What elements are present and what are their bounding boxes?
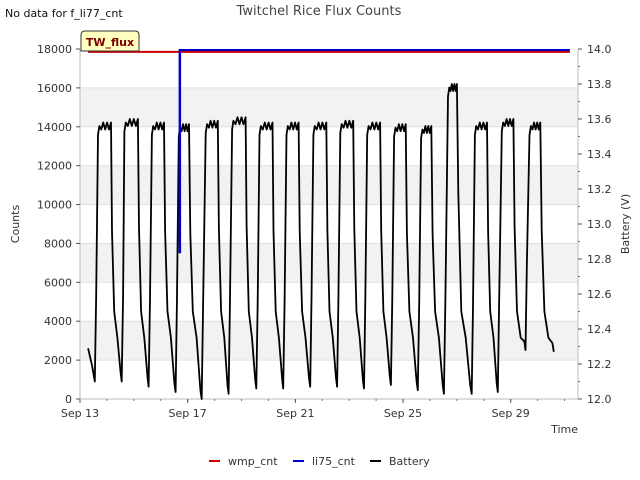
x-tick-label: Sep 29: [492, 407, 530, 420]
x-tick-label: Sep 13: [61, 407, 99, 420]
li75-cnt-series-line: [178, 49, 570, 254]
site-badge: [80, 30, 140, 52]
y-tick-label: 12000: [37, 160, 72, 173]
y-tick-label: 4000: [44, 315, 72, 328]
y2-tick-label: 12.6: [587, 288, 612, 301]
x-tick-label: Sep 25: [384, 407, 422, 420]
y2-tick-label: 12.4: [587, 323, 612, 336]
no-data-note: No data for f_li77_cnt: [5, 7, 123, 20]
legend-label-wmp_cnt: wmp_cnt: [228, 455, 278, 468]
y2-tick-label: 13.0: [587, 218, 612, 231]
y-tick-label: 14000: [37, 121, 72, 134]
x-axis-label: Time: [550, 423, 578, 436]
site-badge-label: TW_flux: [86, 36, 134, 49]
x-tick-label: Sep 17: [169, 407, 207, 420]
y2-tick-label: 13.4: [587, 148, 612, 161]
legend-label-Battery: Battery: [389, 455, 430, 468]
y2-tick-label: 12.8: [587, 253, 612, 266]
y-tick-label: 2000: [44, 354, 72, 367]
chart-title: Twitchel Rice Flux Counts: [236, 4, 402, 19]
y-tick-label: 0: [65, 393, 72, 406]
y-tick-label: 6000: [44, 276, 72, 289]
y2-tick-label: 13.6: [587, 113, 612, 126]
grid-band: [80, 321, 578, 361]
y2-tick-label: 14.0: [587, 43, 612, 56]
y2-tick-label: 13.8: [587, 78, 612, 91]
legend-label-li75_cnt: li75_cnt: [312, 455, 356, 468]
y-tick-label: 18000: [37, 43, 72, 56]
y2-tick-label: 12.2: [587, 358, 612, 371]
grid-band: [80, 165, 578, 205]
y2-tick-label: 13.2: [587, 183, 612, 196]
y2-tick-label: 12.0: [587, 393, 612, 406]
x-tick-label: Sep 21: [276, 407, 314, 420]
grid-band: [80, 87, 578, 127]
battery-series-line: [87, 83, 555, 400]
y-axis-label: Counts: [9, 205, 22, 244]
y-tick-label: 10000: [37, 199, 72, 212]
y-tick-label: 8000: [44, 237, 72, 250]
y-tick-label: 16000: [37, 82, 72, 95]
y2-axis-label: Battery (V): [619, 194, 632, 254]
